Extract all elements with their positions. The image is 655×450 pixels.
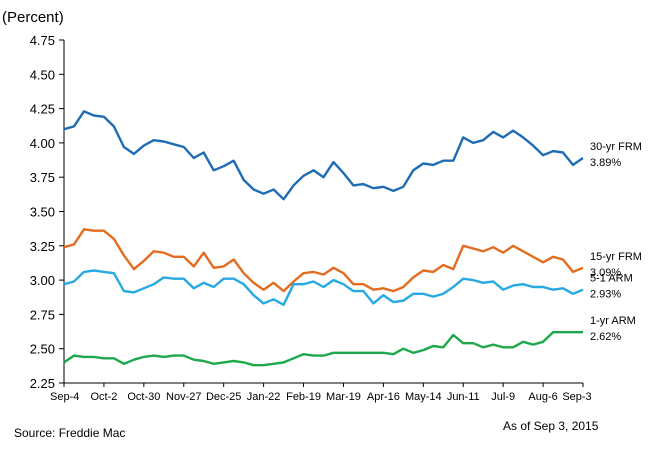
y-tick-label: 2.25 xyxy=(30,376,55,391)
series-name-label: 1-yr ARM xyxy=(590,315,636,327)
series-line-30-yr-frm xyxy=(63,110,584,201)
series-end-value-label: 2.62% xyxy=(590,331,621,343)
y-tick-label: 4.00 xyxy=(30,136,55,151)
x-tick-label: Feb-19 xyxy=(286,391,321,403)
y-tick-label: 3.00 xyxy=(30,273,55,288)
series-name-label: 15-yr FRM xyxy=(590,251,642,263)
y-tick-label: 3.50 xyxy=(30,205,55,220)
series-name-label: 30-yr FRM xyxy=(590,141,642,153)
x-tick-label: Apr-16 xyxy=(367,391,400,403)
series-end-value-label: 3.89% xyxy=(590,157,621,169)
x-tick-label: Dec-25 xyxy=(206,391,241,403)
y-tick-label: 3.25 xyxy=(30,239,55,254)
y-axis: 4.75 4.50 4.25 4.00 3.75 3.50 3.25 3.00 2.75 2.50… xyxy=(30,33,65,391)
series-name-label: 5-1 ARM xyxy=(590,273,633,285)
series-line-5-1-arm xyxy=(63,269,584,306)
source-note: Source: Freddie Mac xyxy=(14,426,126,440)
y-tick-label: 4.25 xyxy=(30,102,55,117)
x-tick-label: Oct-2 xyxy=(90,391,117,403)
series-layer xyxy=(63,110,584,367)
series-end-value-label: 3.09% xyxy=(590,267,621,279)
series-end-value-label: 2.93% xyxy=(590,289,621,301)
x-tick-label: Sep-4 xyxy=(50,391,79,403)
x-axis: Sep-4 Oct-2 Oct-30 Nov-27 Dec-25 Jan-22 Feb-19… xyxy=(50,382,592,403)
x-tick-label: Aug-6 xyxy=(528,391,557,403)
series-line-1-yr-arm xyxy=(63,331,583,367)
series-labels: 30-yr FRM 3.89% 15-yr FRM 3.09%5-1 ARM 2.93%… xyxy=(590,141,642,343)
x-tick-label: Jan-22 xyxy=(247,391,281,403)
x-tick-label: Nov-27 xyxy=(166,391,201,403)
as-of-date: As of Sep 3, 2015 xyxy=(503,419,599,433)
x-tick-label: May-14 xyxy=(405,391,442,403)
y-tick-label: 3.75 xyxy=(30,170,55,185)
y-tick-label: 4.50 xyxy=(30,67,55,82)
x-tick-label: Jun-11 xyxy=(447,391,480,403)
x-tick-label: Jul-9 xyxy=(491,391,515,403)
x-tick-label: Mar-19 xyxy=(326,391,361,403)
y-axis-unit-label: (Percent) xyxy=(2,9,64,26)
y-tick-label: 2.50 xyxy=(30,342,55,357)
y-tick-label: 4.75 xyxy=(30,33,55,48)
series-line-15-yr-frm xyxy=(63,228,584,293)
x-tick-label: Sep-3 xyxy=(562,391,591,403)
x-tick-label: Oct-30 xyxy=(127,391,160,403)
y-tick-label: 2.75 xyxy=(30,307,55,322)
